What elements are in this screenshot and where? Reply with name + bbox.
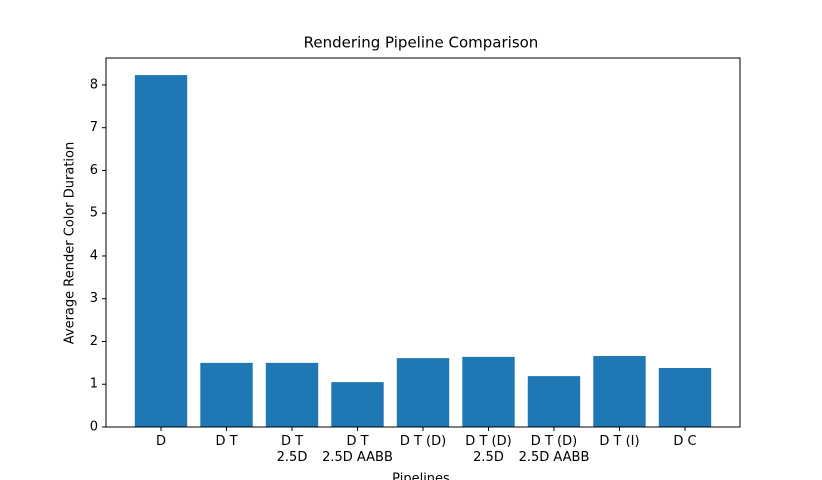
- bar: [527, 376, 581, 427]
- x-tick-label: D T: [215, 434, 238, 449]
- bar: [200, 362, 253, 427]
- y-axis-label: Average Render Color Duration: [63, 142, 78, 344]
- bar: [462, 356, 515, 427]
- y-tick-label: 6: [90, 163, 98, 178]
- y-tick-label: 8: [90, 77, 98, 92]
- bar: [593, 356, 646, 427]
- x-tick-label: D T (D): [399, 434, 447, 449]
- bar: [265, 362, 319, 427]
- x-tick-label: D C: [673, 434, 697, 449]
- x-tick-label: D T (D) 2.5D AABB: [518, 434, 590, 465]
- x-tick-label: D T (I): [599, 434, 640, 449]
- y-tick-label: 1: [90, 377, 98, 392]
- x-tick-label: D T 2.5D: [276, 434, 308, 465]
- x-tick-label: D: [156, 434, 167, 449]
- bar: [396, 358, 450, 427]
- bar: [658, 367, 712, 427]
- x-tick-label: D T (D) 2.5D: [465, 434, 512, 465]
- y-tick-label: 0: [90, 420, 98, 435]
- chart-title: Rendering Pipeline Comparison: [304, 34, 539, 52]
- bar: [134, 75, 188, 428]
- plot-frame: [105, 57, 741, 428]
- y-tick-label: 5: [90, 206, 98, 221]
- y-tick-label: 4: [90, 248, 98, 263]
- y-tick-label: 7: [90, 120, 98, 135]
- y-tick-label: 3: [90, 291, 98, 306]
- y-tick-label: 2: [90, 334, 98, 349]
- x-axis-label: Pipelines: [392, 472, 450, 480]
- x-tick-label: D T 2.5D AABB: [322, 434, 393, 465]
- bar: [331, 382, 384, 427]
